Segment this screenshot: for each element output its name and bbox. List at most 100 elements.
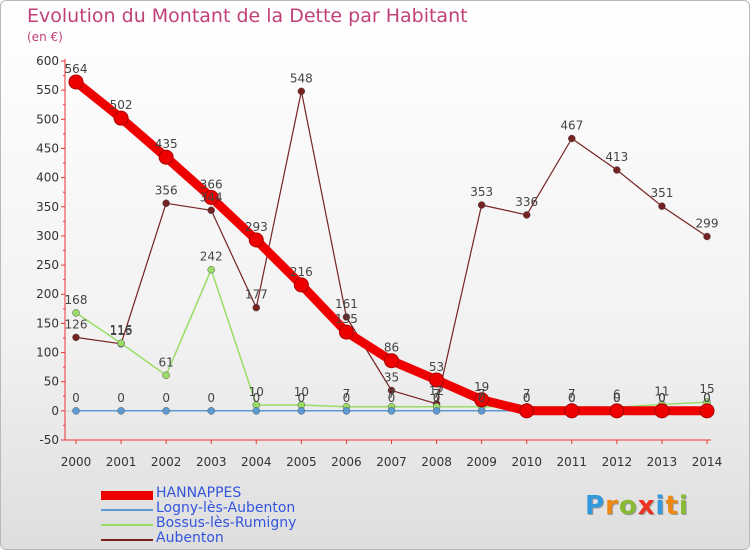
data-point-aubenton [568,134,576,143]
data-label-logny-les-aubenton: 0 [433,391,441,405]
data-label-logny-les-aubenton: 0 [388,391,396,405]
data-label-hannappes: 86 [384,341,399,355]
data-label-bossus-les-rumigny: 116 [110,323,133,337]
data-point-logny-les-aubenton [432,407,441,415]
x-tick-label: 2006 [331,455,362,469]
data-point-logny-les-aubenton [117,407,125,415]
x-tick-label: 2010 [511,455,542,469]
data-label-bossus-les-rumigny: 7 [478,387,486,401]
x-tick-label: 2003 [196,455,227,469]
data-label-hannappes: 293 [245,220,268,234]
data-point-bossus-les-rumigny [162,371,170,380]
data-label-aubenton: 356 [155,183,178,197]
legend-swatch [101,524,153,526]
data-label-logny-les-aubenton: 0 [478,391,486,405]
data-point-logny-les-aubenton [387,407,396,415]
legend-swatch [101,490,153,500]
legend-swatch [101,509,153,511]
data-label-aubenton: 353 [470,185,493,199]
data-label-aubenton: 351 [650,186,673,200]
data-label-logny-les-aubenton: 0 [298,391,306,405]
x-tick-label: 2011 [557,455,588,469]
unit-label: (en €) [27,30,63,44]
data-label-logny-les-aubenton: 0 [523,391,531,405]
data-point-logny-les-aubenton [252,407,261,415]
data-label-aubenton: 12 [429,384,444,398]
data-label-logny-les-aubenton: 0 [343,391,351,405]
legend-label: Aubenton [156,530,224,546]
data-label-logny-les-aubenton: 0 [658,391,666,405]
data-point-logny-les-aubenton [207,407,215,415]
x-tick-label: 2008 [421,455,452,469]
logo-letter: i [655,491,666,521]
data-point-logny-les-aubenton [162,407,170,415]
x-tick-label: 2004 [241,455,272,469]
data-label-aubenton: 467 [560,119,583,133]
data-label-aubenton: 177 [245,288,268,302]
y-tick-label: 100 [36,346,59,360]
x-tick-label: 2001 [106,455,137,469]
data-label-bossus-les-rumigny: 7 [343,387,351,401]
data-point-hannappes [293,277,309,293]
x-tick-label: 2000 [61,455,92,469]
data-label-bossus-les-rumigny: 168 [65,293,88,307]
y-tick-label: 250 [36,258,59,272]
logo-letter: i [678,491,689,521]
data-point-logny-les-aubenton [342,407,351,415]
data-point-aubenton [387,386,396,395]
data-label-bossus-les-rumigny: 7 [388,387,396,401]
data-label-hannappes: 53 [429,360,444,374]
data-label-hannappes: 502 [110,98,133,112]
data-point-aubenton [613,166,621,174]
y-tick-label: 300 [36,229,59,243]
data-point-hannappes [564,403,580,419]
data-label-aubenton: 413 [605,150,628,164]
data-label-bossus-les-rumigny: 6 [613,387,621,401]
data-point-aubenton [297,87,306,96]
legend-label: HANNAPPES [156,485,242,501]
data-point-aubenton [72,333,80,342]
data-point-logny-les-aubenton [297,407,306,415]
data-label-aubenton: 126 [65,317,88,331]
data-point-aubenton [207,206,215,215]
data-point-hannappes [654,403,670,419]
data-label-bossus-les-rumigny: 10 [249,385,264,399]
data-point-hannappes [248,232,264,248]
chart-title: Evolution du Montant de la Dette par Hab… [27,5,468,27]
data-label-bossus-les-rumigny: 242 [200,250,223,264]
y-tick-label: 450 [36,141,59,155]
y-tick-label: 600 [36,54,59,68]
x-tick-label: 2005 [286,455,317,469]
data-label-bossus-les-rumigny: 7 [523,387,531,401]
data-label-aubenton: 548 [290,71,313,85]
legend-swatch [101,539,153,541]
data-point-aubenton [703,232,711,241]
data-label-aubenton: 344 [200,190,223,204]
data-label-hannappes: 0 [703,391,711,405]
data-point-aubenton [162,199,170,208]
data-point-hannappes [203,189,219,205]
y-tick-label: 50 [44,375,59,389]
data-point-hannappes [113,110,129,126]
data-label-logny-les-aubenton: 0 [117,391,125,405]
data-point-bossus-les-rumigny [207,265,215,274]
data-label-bossus-les-rumigny: 10 [294,385,309,399]
y-tick-label: 550 [36,83,59,97]
data-point-bossus-les-rumigny [117,339,125,347]
data-point-hannappes [474,392,490,408]
data-point-aubenton [522,211,531,219]
data-label-hannappes: 366 [200,177,223,191]
logo-letter: P [585,491,606,521]
data-label-hannappes: 19 [474,380,489,394]
data-point-bossus-les-rumigny [72,309,80,317]
data-label-bossus-les-rumigny: 7 [568,387,576,401]
data-label-hannappes: 135 [335,312,358,326]
data-point-logny-les-aubenton [477,407,486,415]
data-label-bossus-les-rumigny: 15 [699,382,714,396]
x-tick-label: 2009 [466,455,497,469]
data-label-hannappes: 435 [155,137,178,151]
proxiti-logo: Proxiti [585,491,689,521]
data-point-aubenton [477,201,486,209]
